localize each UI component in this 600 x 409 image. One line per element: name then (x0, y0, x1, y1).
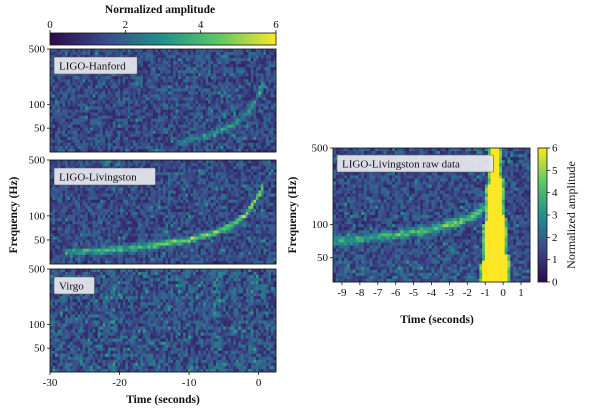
left-x-axis-label: Time (seconds) (126, 394, 200, 406)
panel-ligo-hanford: 500 100 50 LIGO-Hanford (29, 44, 277, 153)
raw-data-cells (333, 148, 531, 283)
raw-data-ytick-label: 100 (312, 219, 329, 231)
left-xtick-label: -20 (112, 377, 127, 389)
panel-1-label-box (53, 167, 156, 186)
left-xtick-label: -10 (182, 377, 197, 389)
right-colorbar-gradient (537, 147, 548, 283)
right-xtick-label: -5 (409, 287, 419, 299)
panel-1-ytick-label: 100 (29, 210, 46, 222)
panel-1-label: LIGO-Livingston (59, 172, 137, 184)
right-colorbar-tick-label: 0 (552, 277, 558, 289)
right-colorbar-tick-label: 5 (552, 165, 558, 177)
panel-1-frame (49, 159, 277, 265)
right-colorbar-tick-label: 2 (552, 232, 558, 244)
left-colorbar-tick-label: 6 (273, 19, 279, 31)
right-xtick-label: -2 (463, 287, 472, 299)
right-xtick-label: 1 (518, 287, 524, 299)
panel-2-label: Virgo (59, 281, 84, 293)
right-colorbar-tick-label: 3 (552, 210, 558, 222)
left-panels: 500 100 50 LIGO-Hanford 500 100 50 LIGO-Livings… (29, 44, 277, 373)
panel-0-frame (49, 48, 277, 153)
panel-0-ytick-label: 100 (29, 99, 46, 111)
panel-2-ytick-label: 50 (34, 343, 46, 355)
right-xtick-label: 0 (500, 287, 506, 299)
left-xtick-label: 0 (256, 377, 262, 389)
right-xtick-label: -6 (391, 287, 401, 299)
left-colorbar: Normalized amplitude 0 2 4 6 (47, 4, 279, 46)
left-colorbar-gradient (49, 32, 277, 46)
left-colorbar-tick-label: 4 (198, 19, 204, 31)
panel-2-ytick-label: 100 (29, 319, 46, 331)
right-xtick-label: -8 (355, 287, 365, 299)
left-xtick-label: -30 (43, 377, 58, 389)
right-colorbar-tick-label: 1 (552, 254, 558, 266)
right-y-axis-label: Frequency (Hz) (287, 176, 299, 253)
raw-data-ytick-label: 500 (312, 143, 329, 155)
raw-data-ytick-label: 50 (317, 252, 329, 264)
panel-2-frame (49, 268, 277, 373)
left-colorbar-tick-label: 0 (47, 19, 53, 31)
raw-data-label-box (336, 154, 494, 173)
panel-1-ytick-label: 500 (29, 155, 46, 167)
right-xtick-label: -1 (481, 287, 490, 299)
panel-2-label-box (53, 276, 95, 295)
raw-data-panel: 500 100 50 LIGO-Livingston raw data (312, 143, 531, 283)
right-colorbar-tick-label: 6 (552, 143, 558, 155)
panel-0-label: LIGO-Hanford (59, 61, 126, 73)
panel-1-ytick-label: 50 (34, 234, 46, 246)
right-xtick-label: -3 (445, 287, 455, 299)
panel-0-cells (50, 49, 277, 153)
right-colorbar-title: Normalized amplitude (564, 161, 578, 269)
panel-0-label-box (53, 56, 138, 75)
panel-0-ytick-label: 500 (29, 44, 46, 56)
left-colorbar-tick-label: 2 (123, 19, 129, 31)
right-xtick-label: -9 (337, 287, 347, 299)
panel-2-cells (50, 269, 277, 373)
panel-2-ytick-label: 500 (29, 264, 46, 276)
left-colorbar-title: Normalized amplitude (105, 4, 215, 16)
right-colorbar-tick-label: 4 (552, 187, 558, 199)
panel-virgo: 500 100 50 Virgo (29, 264, 277, 373)
right-xtick-label: -7 (373, 287, 383, 299)
raw-data-label: LIGO-Livingston raw data (342, 159, 460, 171)
panel-0-ytick-label: 50 (34, 123, 46, 135)
right-colorbar: 0 1 2 3 4 5 6 Normalized amplitude (537, 143, 578, 289)
left-y-axis-label: Frequency (Hz) (8, 176, 20, 253)
panel-ligo-livingston: 500 100 50 LIGO-Livingston (29, 155, 277, 265)
right-xtick-label: -4 (427, 287, 437, 299)
right-x-axis-label: Time (seconds) (400, 314, 474, 326)
